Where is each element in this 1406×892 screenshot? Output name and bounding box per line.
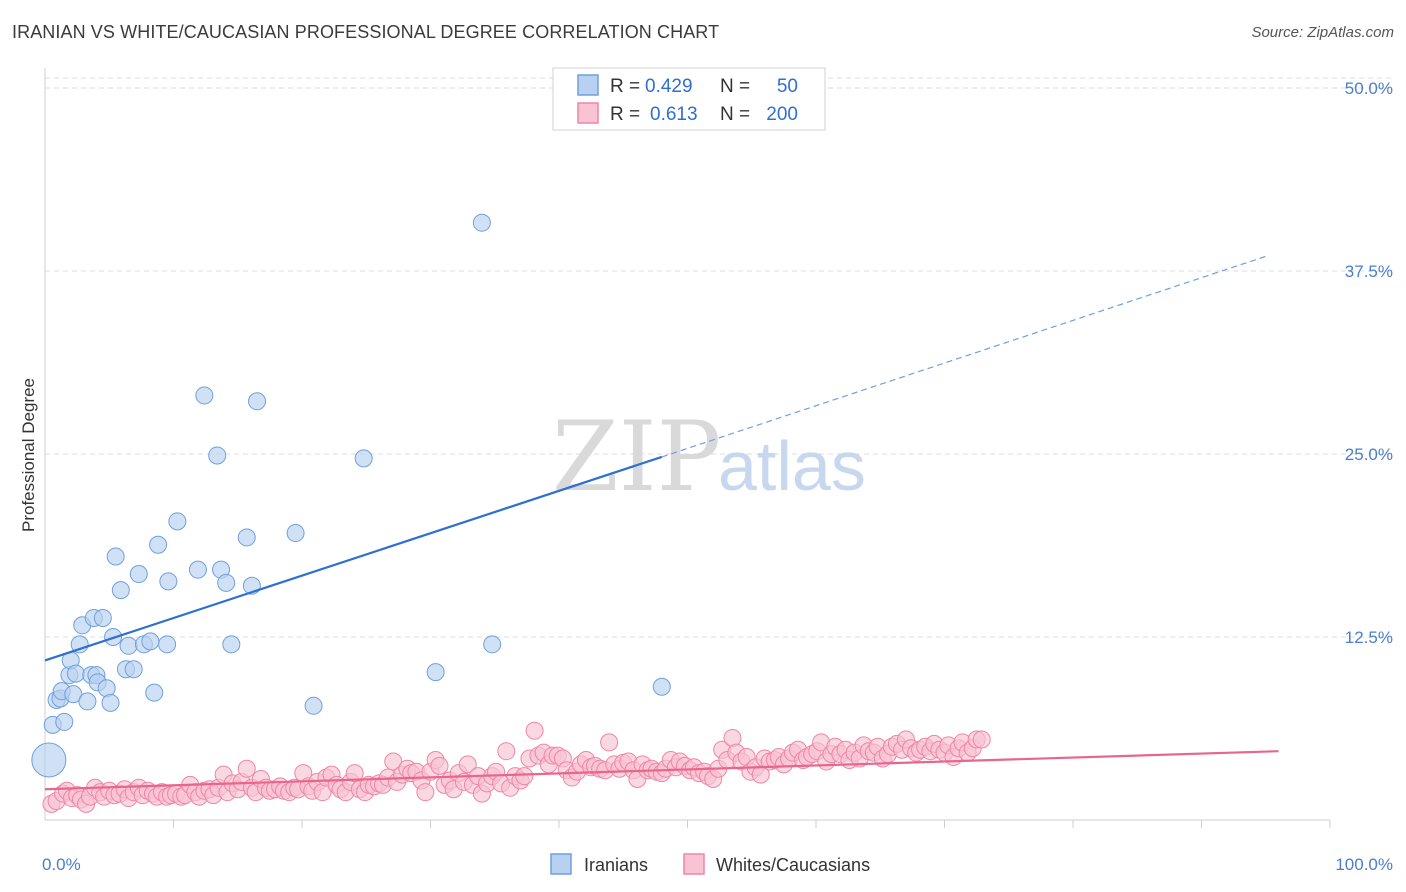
iranians-point [66,664,85,683]
iranians-point [188,560,207,579]
iranians-point [55,712,74,731]
iranians-point [354,449,373,468]
bottom-legend: Iranians Whites/Caucasians [550,853,870,875]
legend-r-value-2: 0.613 [650,104,698,125]
iranians-point [93,608,112,627]
iranians-point [159,572,178,591]
series-iranians-points [31,213,671,778]
iranians-point [286,524,305,543]
whites-point [416,783,435,802]
iranians-point [222,635,241,654]
iranians-point [248,392,267,411]
iranians-point [145,683,164,702]
legend-swatch-iranians [577,74,599,96]
axes [44,68,1331,828]
whites-point [515,767,534,786]
source-label: Source: ZipAtlas.com [1251,24,1394,41]
iranians-point [652,677,671,696]
bottom-legend-swatch-iranians [550,853,572,875]
iranians-point [31,742,67,778]
x-tick-label-1: 100.0% [1335,855,1393,874]
bottom-legend-label-iranians: Iranians [584,855,648,875]
whites-point [237,759,256,778]
trend-line-iranians-extension [661,255,1266,458]
iranians-point [472,213,491,232]
trend-line-iranians [44,455,663,662]
whites-point [497,742,516,761]
iranians-point [64,685,83,704]
iranians-point [168,512,187,531]
chart-title: IRANIAN VS WHITE/CAUCASIAN PROFESSIONAL … [12,22,720,42]
iranians-point [208,446,227,465]
y-tick-label-1: 25.0% [1345,445,1393,464]
y-tick-label-2: 37.5% [1345,262,1393,281]
iranians-point [217,573,236,592]
legend-r-label-2: R = [610,104,640,125]
legend-r-label-1: R = [610,76,640,97]
legend-n-value-2: 200 [766,104,798,125]
whites-point [525,721,544,740]
trend-line-whites [44,750,1279,791]
iranians-point [426,663,445,682]
iranians-point [124,660,143,679]
iranians-point [158,635,177,654]
trend-lines [44,255,1279,791]
bottom-legend-label-whites: Whites/Caucasians [716,855,870,875]
iranians-point [149,535,168,554]
iranians-point [304,696,323,715]
series-whites-points [42,721,991,813]
whites-point [345,764,364,783]
legend-r-value-1: 0.429 [645,76,693,97]
watermark-zip: ZIP [552,401,721,513]
iranians-point [111,581,130,600]
iranians-point [101,693,120,712]
iranians-point [119,636,138,655]
y-tick-label-0: 12.5% [1345,628,1393,647]
whites-point [384,752,403,771]
y-axis-label: Professional Degree [19,378,38,532]
iranians-point [483,635,502,654]
iranians-point [106,547,125,566]
tick-labels: 12.5% 25.0% 37.5% 50.0% 0.0% 100.0% [42,79,1393,874]
whites-point [600,733,619,752]
iranians-point [141,632,160,651]
bottom-legend-swatch-whites [683,853,705,875]
iranians-point [195,386,214,405]
legend-n-label-2: N = [720,104,750,125]
watermark: ZIP atlas [552,401,866,513]
iranians-point [237,528,256,547]
grid-lines [45,77,1392,638]
whites-point [458,755,477,774]
iranians-point [129,565,148,584]
legend-swatch-whites [577,102,599,124]
x-tick-label-0: 0.0% [42,855,81,874]
iranians-point [78,692,97,711]
whites-point [430,756,449,775]
y-tick-label-3: 50.0% [1345,79,1393,98]
watermark-atlas: atlas [718,427,866,505]
legend-n-value-1: 50 [777,76,798,97]
legend: R = 0.429 N = 50 R = 0.613 N = 200 [552,67,826,131]
whites-point [972,730,991,749]
legend-n-label-1: N = [720,76,750,97]
